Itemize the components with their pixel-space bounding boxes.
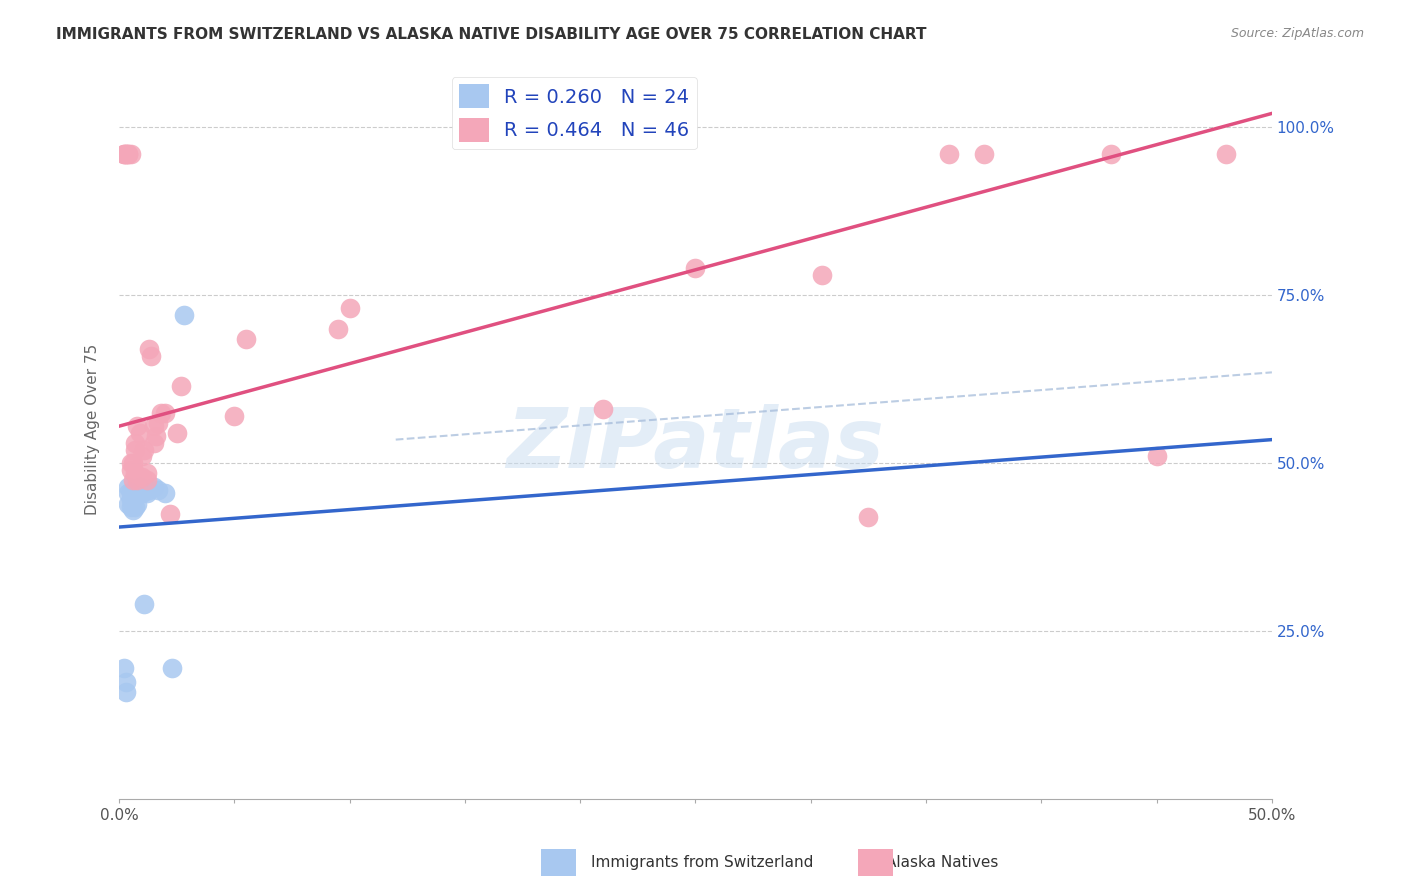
Point <box>339 301 361 316</box>
Text: ZIPatlas: ZIPatlas <box>506 404 884 485</box>
Point <box>115 146 138 161</box>
Point <box>124 467 146 481</box>
Text: Immigrants from Switzerland: Immigrants from Switzerland <box>591 855 813 870</box>
Point <box>166 425 188 440</box>
Point <box>124 500 146 514</box>
Point <box>117 146 139 161</box>
Point <box>1146 450 1168 464</box>
Point <box>224 409 246 423</box>
Point <box>120 493 142 508</box>
Point <box>117 496 139 510</box>
Point <box>120 456 142 470</box>
Point <box>112 661 135 675</box>
Point <box>115 146 138 161</box>
Point <box>326 321 349 335</box>
Point <box>128 480 150 494</box>
Point <box>142 480 165 494</box>
Point <box>145 429 167 443</box>
Point <box>235 332 257 346</box>
Point <box>148 483 170 497</box>
Point <box>149 406 172 420</box>
Point <box>592 402 614 417</box>
Legend: R = 0.260   N = 24, R = 0.464   N = 46: R = 0.260 N = 24, R = 0.464 N = 46 <box>451 77 697 150</box>
Point <box>120 486 142 500</box>
Point <box>141 349 163 363</box>
Point <box>117 480 139 494</box>
Point <box>153 406 176 420</box>
Y-axis label: Disability Age Over 75: Disability Age Over 75 <box>86 344 100 516</box>
Point <box>127 419 149 434</box>
Point <box>135 473 157 487</box>
Point <box>120 500 142 514</box>
Point <box>131 450 153 464</box>
Point <box>127 473 149 487</box>
Point <box>858 510 880 524</box>
Point <box>122 503 145 517</box>
Point <box>811 268 834 282</box>
Point <box>153 486 176 500</box>
Text: Alaska Natives: Alaska Natives <box>886 855 998 870</box>
Point <box>170 379 193 393</box>
Point <box>115 674 138 689</box>
Point <box>142 419 165 434</box>
Point <box>135 486 157 500</box>
Point <box>138 342 160 356</box>
Point <box>159 507 181 521</box>
Point <box>127 496 149 510</box>
Text: IMMIGRANTS FROM SWITZERLAND VS ALASKA NATIVE DISABILITY AGE OVER 75 CORRELATION : IMMIGRANTS FROM SWITZERLAND VS ALASKA NA… <box>56 27 927 42</box>
Point <box>120 463 142 477</box>
Point <box>131 469 153 483</box>
Point <box>173 308 195 322</box>
Point <box>122 473 145 487</box>
Point <box>112 146 135 161</box>
Point <box>138 483 160 497</box>
Point <box>128 425 150 440</box>
Point <box>134 598 156 612</box>
Text: Source: ZipAtlas.com: Source: ZipAtlas.com <box>1230 27 1364 40</box>
Point <box>124 490 146 504</box>
Point <box>112 146 135 161</box>
Point <box>1215 146 1237 161</box>
Point <box>973 146 995 161</box>
Point <box>142 436 165 450</box>
Point <box>115 685 138 699</box>
Point <box>117 486 139 500</box>
Point <box>122 493 145 508</box>
Point <box>148 416 170 430</box>
Point <box>160 661 183 675</box>
Point <box>117 146 139 161</box>
Point <box>134 442 156 457</box>
Point <box>1099 146 1122 161</box>
Point <box>122 456 145 470</box>
Point <box>120 146 142 161</box>
Point <box>938 146 960 161</box>
Point <box>685 261 707 276</box>
Point <box>124 436 146 450</box>
Point <box>131 486 153 500</box>
Point <box>135 467 157 481</box>
Point <box>124 442 146 457</box>
